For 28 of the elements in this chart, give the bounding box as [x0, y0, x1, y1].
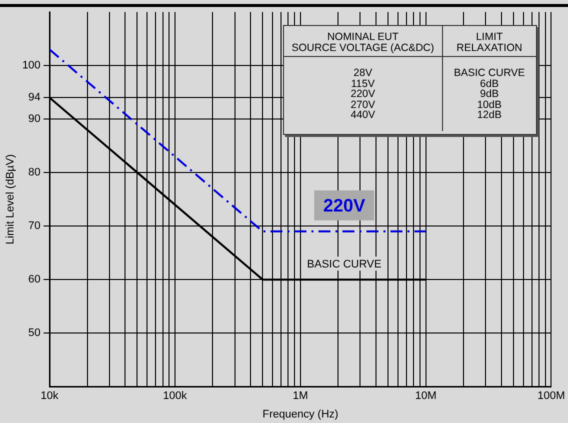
x-tick-label: 100M — [537, 390, 566, 402]
x-tick-label: 1M — [292, 390, 308, 402]
annotation: NOMINAL EUT SOURCE VOLTAGE (AC&DC) — [284, 26, 443, 57]
y-tick-label: 94 — [28, 92, 41, 104]
annotation: 220V — [284, 88, 443, 100]
annotation: 12dB — [476, 109, 503, 123]
annotation: 440V — [284, 109, 443, 130]
series-label: BASIC CURVE — [307, 258, 382, 271]
annotation: BASIC CURVE — [452, 66, 526, 79]
y-tick-label: 60 — [28, 274, 41, 286]
x-tick-label: 10k — [40, 390, 59, 402]
annotation: 28V — [284, 57, 443, 79]
y-tick-label: 70 — [28, 220, 41, 232]
annotation: 6dB — [479, 78, 500, 90]
annotation: 115V — [284, 78, 443, 90]
annotation: 270V — [284, 98, 443, 110]
y-axis-title: Limit Level (dBµV) — [4, 154, 17, 244]
annotation: 10dB — [476, 98, 503, 110]
x-tick-label: 10M — [415, 390, 437, 402]
y-tick-label: 90 — [28, 113, 41, 126]
y-tick-label: 80 — [28, 166, 41, 179]
annotation: 9dB — [479, 88, 500, 100]
series-label: 220V — [323, 195, 366, 216]
y-tick-label: 50 — [28, 327, 41, 340]
x-tick-label: 100k — [163, 390, 188, 402]
annotation: LIMIT RELAXATION — [442, 26, 536, 57]
y-tick-label: 100 — [22, 60, 41, 72]
x-axis-title: Frequency (Hz) — [262, 408, 338, 420]
